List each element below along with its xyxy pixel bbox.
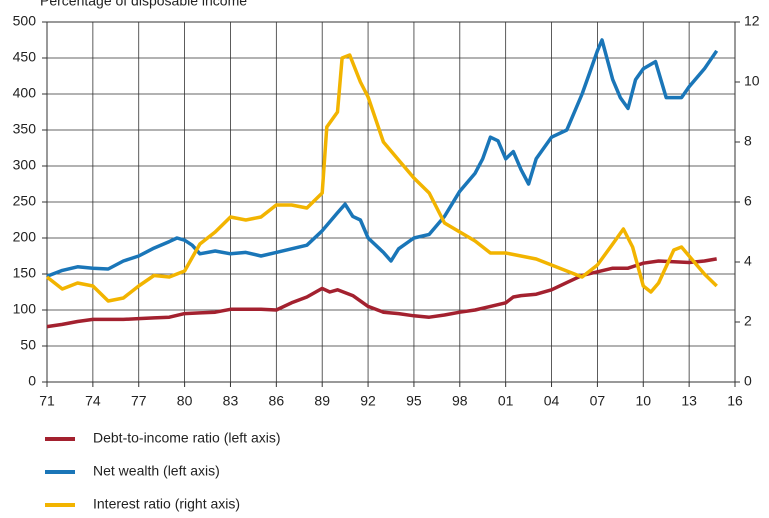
y-tick-label: 0 [28,373,36,389]
y2-tick-label: 2 [744,313,752,329]
y2-tick-label: 0 [744,373,752,389]
x-tick-label: 71 [39,393,55,409]
x-tick-label: 86 [269,393,285,409]
legend-label: Net wealth (left axis) [93,463,220,479]
y-tick-label: 250 [13,193,37,209]
chart-subtitle: Percentage of disposable income [40,0,247,9]
x-tick-label: 04 [544,393,560,409]
y-tick-label: 450 [13,49,37,65]
x-tick-label: 01 [498,393,514,409]
legend-label: Debt-to-income ratio (left axis) [93,430,281,446]
y-tick-label: 50 [20,337,36,353]
x-tick-label: 16 [727,393,743,409]
x-tick-label: 74 [85,393,101,409]
x-tick-label: 10 [635,393,651,409]
y2-tick-label: 12 [744,13,760,29]
series-line [46,257,717,329]
y-tick-label: 500 [13,13,37,29]
x-tick-label: 83 [223,393,239,409]
y-tick-label: 400 [13,85,37,101]
series-line [45,53,718,303]
y2-tick-label: 6 [744,193,752,209]
x-tick-label: 80 [177,393,193,409]
y-tick-label: 100 [13,301,37,317]
y2-tick-label: 10 [744,73,760,89]
x-tick-label: 89 [314,393,330,409]
y-tick-label: 200 [13,229,37,245]
x-tick-label: 92 [360,393,376,409]
x-tick-label: 77 [131,393,147,409]
series-line [46,38,719,278]
y-tick-label: 150 [13,265,37,281]
y-tick-label: 300 [13,157,37,173]
y2-tick-label: 8 [744,133,752,149]
y2-tick-label: 4 [744,253,752,269]
x-tick-label: 07 [590,393,606,409]
legend-label: Interest ratio (right axis) [93,496,240,512]
x-tick-label: 98 [452,393,468,409]
x-tick-label: 13 [681,393,697,409]
plot-frame [46,21,736,383]
y-tick-label: 350 [13,121,37,137]
x-tick-label: 95 [406,393,422,409]
